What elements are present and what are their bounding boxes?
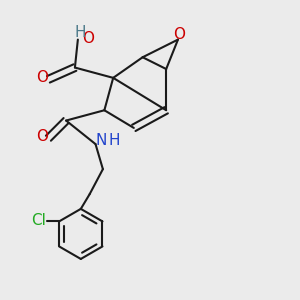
Text: O: O [173,27,185,42]
Text: N: N [95,133,106,148]
Text: O: O [36,129,48,144]
Text: H: H [74,25,86,40]
Text: O: O [82,31,94,46]
Text: H: H [109,133,120,148]
Text: Cl: Cl [31,213,46,228]
Text: O: O [36,70,48,86]
